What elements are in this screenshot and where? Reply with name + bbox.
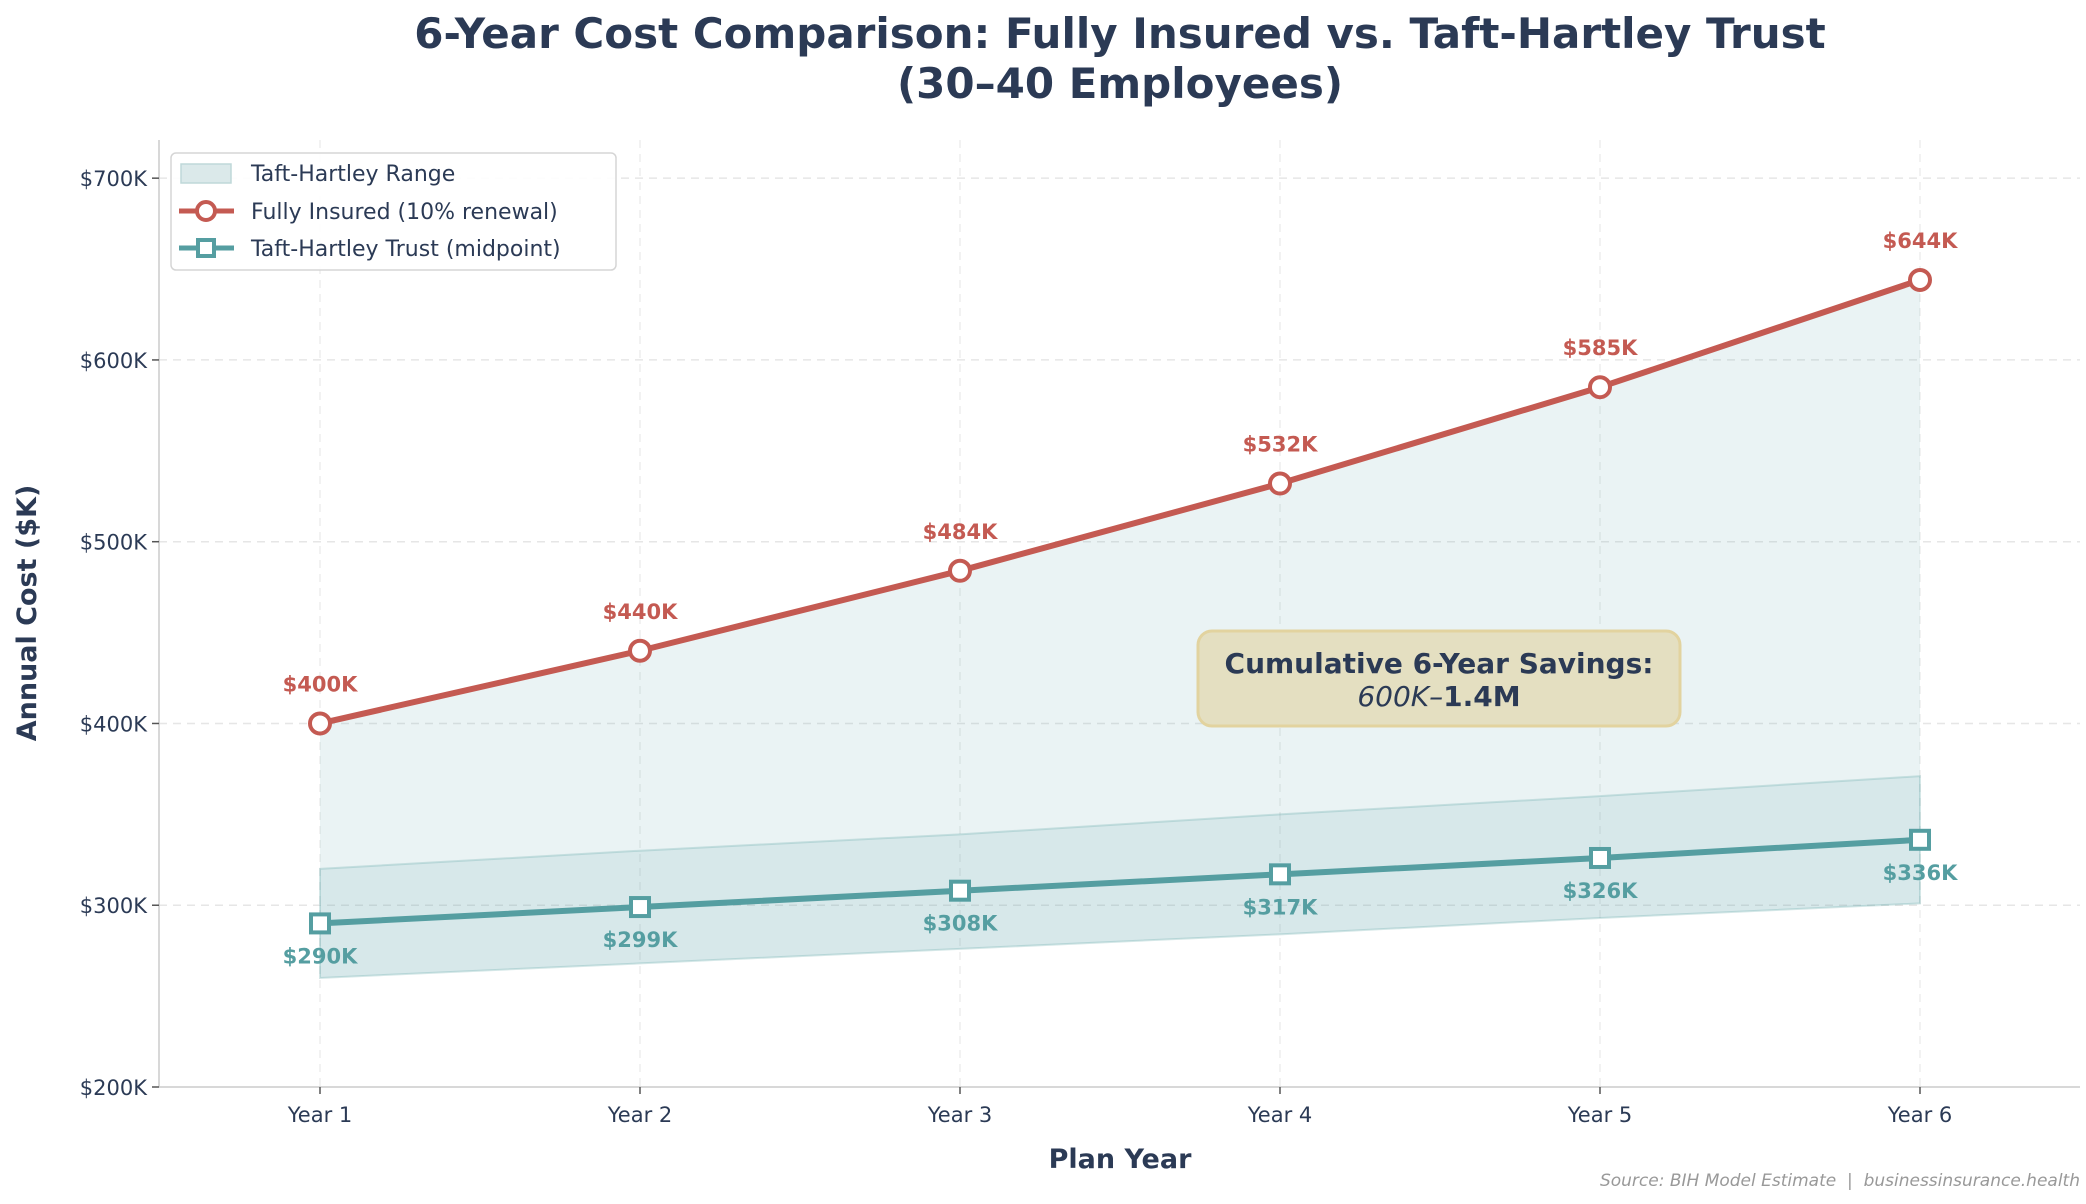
series: $400K $440K $484K $532K $585K $644K $290K $299K… — [283, 229, 1958, 968]
y-tick-label: $200K — [80, 1076, 148, 1100]
legend-fully-insured-label: Fully Insured (10% renewal) — [251, 200, 558, 225]
data-label: $440K — [603, 600, 678, 624]
y-axis-label: Annual Cost ($K) — [12, 485, 43, 742]
data-point-square — [949, 879, 971, 902]
legend-taft-label: Taft-Hartley Trust (midpoint) — [250, 237, 561, 262]
data-label: $644K — [1883, 229, 1958, 253]
chart-subtitle: (30–40 Employees) — [897, 59, 1343, 108]
data-point-circle — [1268, 471, 1292, 496]
data-label: $336K — [1883, 861, 1958, 885]
data-point-square — [309, 912, 331, 935]
y-tick-label: $600K — [80, 349, 148, 373]
annotation-bold: 1.4M — [1443, 680, 1520, 713]
data-point-square — [629, 896, 651, 919]
legend: Taft-Hartley Range Fully Insured (10% re… — [170, 152, 617, 271]
data-label: $585K — [1563, 336, 1638, 360]
data-label: $308K — [923, 912, 998, 936]
y-tick-label: $500K — [80, 531, 148, 555]
taft-hartley-series: $290K $299K $308K $317K $326K $336K — [283, 828, 1958, 968]
data-label: $400K — [283, 672, 358, 696]
source-note: Source: BIH Model Estimate | businessins… — [1600, 1171, 2080, 1191]
range-fills — [319, 279, 1921, 979]
data-label: $532K — [1243, 433, 1318, 457]
series-line — [319, 277, 1921, 727]
annotation-line2: 600K–1.4M — [1357, 680, 1520, 713]
chart-title: 6-Year Cost Comparison: Fully Insured vs… — [414, 9, 1826, 58]
series-line — [319, 836, 1921, 927]
y-tick-label: $400K — [80, 712, 148, 736]
data-point-square — [1269, 863, 1291, 886]
annotation-italic: 600K– — [1357, 680, 1443, 713]
data-point-square — [1909, 828, 1931, 851]
legend-frame — [170, 152, 617, 271]
x-tick-label: Year 1 — [287, 1103, 353, 1127]
data-point-circle — [628, 638, 652, 663]
x-ticks: Year 1 Year 2 Year 3 Year 4 Year 5 Year 6 — [287, 1087, 1953, 1127]
x-tick-label: Year 6 — [1887, 1103, 1953, 1127]
data-label: $290K — [283, 944, 358, 968]
y-tick-label: $300K — [80, 894, 148, 918]
legend-range-swatch — [180, 163, 232, 184]
x-tick-label: Year 4 — [1247, 1103, 1313, 1127]
data-point-circle — [1908, 267, 1932, 292]
legend-square-marker-icon — [196, 238, 216, 258]
legend-range-label: Taft-Hartley Range — [250, 162, 455, 187]
y-ticks: $200K $300K $400K $500K $600K $700K — [80, 167, 159, 1100]
x-tick-label: Year 2 — [607, 1103, 673, 1127]
data-label: $326K — [1563, 879, 1638, 903]
annotation-box — [1196, 629, 1682, 728]
data-point-square — [1589, 846, 1611, 869]
data-label: $317K — [1243, 895, 1318, 919]
x-tick-label: Year 5 — [1567, 1103, 1633, 1127]
legend-circle-marker-icon — [195, 200, 217, 222]
taft-hartley-range-band — [319, 775, 1921, 979]
data-point-circle — [308, 711, 332, 736]
data-point-circle — [1588, 375, 1612, 400]
savings-annotation: Cumulative 6-Year Savings: 600K–1.4M — [1196, 629, 1682, 728]
annotation-line1: Cumulative 6-Year Savings: — [1225, 647, 1654, 680]
x-tick-label: Year 3 — [927, 1103, 993, 1127]
data-label: $299K — [603, 928, 678, 952]
fully-insured-series: $400K $440K $484K $532K $585K $644K — [283, 229, 1958, 736]
savings-area — [320, 279, 1920, 978]
data-point-circle — [948, 558, 972, 583]
y-tick-label: $700K — [80, 167, 148, 191]
x-axis-label: Plan Year — [1049, 1144, 1192, 1175]
data-label: $484K — [923, 520, 998, 544]
